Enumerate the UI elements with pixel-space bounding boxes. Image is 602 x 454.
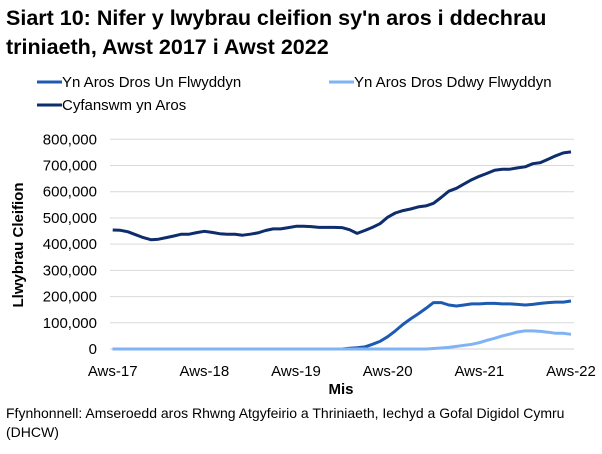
legend-label: Yn Aros Dros Ddwy Flwyddyn [354, 74, 552, 91]
y-tick-label: 0 [89, 341, 97, 358]
chart-title: Siart 10: Nifer y lwybrau cleifion sy'n … [6, 6, 547, 59]
x-tick-label: Aws-17 [88, 363, 138, 380]
series-line-1 [112, 329, 572, 351]
x-tick-label: Aws-20 [363, 363, 413, 380]
y-axis-ticks: 0 100,000 200,000 300,000 400,000 500,000 600,… [43, 131, 97, 358]
y-tick-label: 100,000 [43, 315, 97, 332]
y-axis-label: Llwybrau Cleifion [10, 182, 27, 307]
series-line-2 [112, 150, 572, 242]
y-tick-label: 600,000 [43, 184, 97, 201]
y-tick-label: 300,000 [43, 262, 97, 279]
legend: Yn Aros Dros Un Flwyddyn Yn Aros Dros Ddw… [37, 74, 552, 114]
series-line-0 [112, 299, 572, 351]
y-tick-label: 700,000 [43, 158, 97, 175]
x-tick-label: Aws-18 [179, 363, 229, 380]
series-lines [112, 150, 572, 351]
y-tick-label: 200,000 [43, 289, 97, 306]
x-tick-label: Aws-21 [454, 363, 504, 380]
y-tick-label: 800,000 [43, 131, 97, 148]
x-axis-ticks: Aws-17 Aws-18 Aws-19 Aws-20 Aws-21 Aws-22 [88, 363, 596, 380]
x-axis-label: Mis [328, 381, 353, 398]
source-note: Ffynhonnell: Amseroedd aros Rhwng Atgyfe… [6, 405, 565, 440]
y-tick-label: 500,000 [43, 210, 97, 227]
legend-label: Cyfanswm yn Aros [62, 97, 186, 114]
x-tick-label: Aws-22 [546, 363, 596, 380]
y-tick-label: 400,000 [43, 236, 97, 253]
gridlines [110, 138, 574, 350]
x-tick-label: Aws-19 [271, 363, 321, 380]
legend-label: Yn Aros Dros Un Flwyddyn [62, 74, 241, 91]
